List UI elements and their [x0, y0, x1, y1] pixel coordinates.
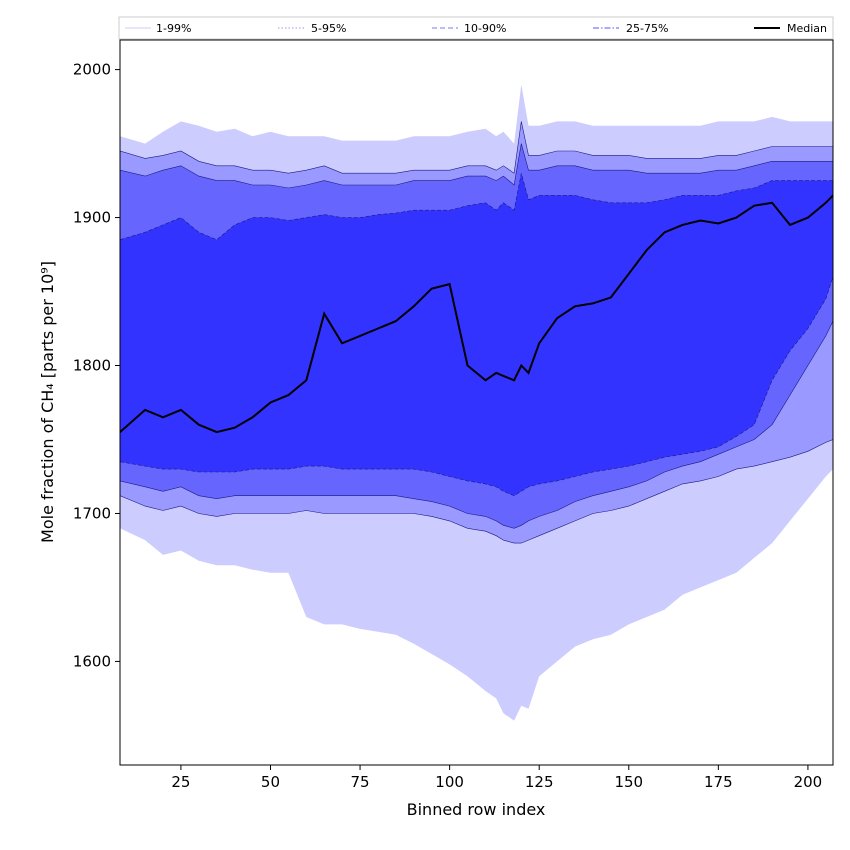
x-tick-label: 200 — [794, 773, 823, 791]
x-axis-ticks: 25 50 75 100 125 150 175 200 — [171, 765, 822, 791]
y-tick-label: 1600 — [73, 652, 111, 670]
legend-label-10-90: 10-90% — [464, 22, 506, 35]
y-tick-label: 1700 — [73, 504, 111, 522]
legend-box — [118, 16, 834, 40]
percentile-bands — [120, 84, 833, 721]
y-axis-label: Mole fraction of CH₄ [parts per 10⁹] — [38, 261, 57, 543]
band-25-75 — [120, 173, 833, 497]
x-tick-label: 100 — [435, 773, 464, 791]
x-axis-label: Binned row index — [407, 800, 546, 819]
series-median-line — [120, 194, 833, 434]
legend-label-5-95: 5-95% — [311, 22, 346, 35]
plot-frame — [119, 39, 834, 766]
y-tick-label: 2000 — [73, 61, 111, 79]
x-tick-label: 50 — [261, 773, 280, 791]
legend-label-median: Median — [787, 22, 827, 35]
legend-label-1-99: 1-99% — [156, 22, 191, 35]
x-tick-label: 125 — [525, 773, 554, 791]
x-tick-label: 75 — [351, 773, 370, 791]
legend: 1-99% 5-95% 10-90% 25-75% Median — [118, 16, 834, 40]
y-tick-label: 1900 — [73, 209, 111, 227]
x-tick-label: 175 — [704, 773, 733, 791]
median-line-group — [120, 194, 833, 434]
x-tick-label: 25 — [171, 773, 190, 791]
legend-label-25-75: 25-75% — [626, 22, 668, 35]
x-tick-label: 150 — [614, 773, 643, 791]
y-tick-label: 1800 — [73, 357, 111, 375]
y-axis-ticks: 1600 1700 1800 1900 2000 — [73, 61, 120, 670]
